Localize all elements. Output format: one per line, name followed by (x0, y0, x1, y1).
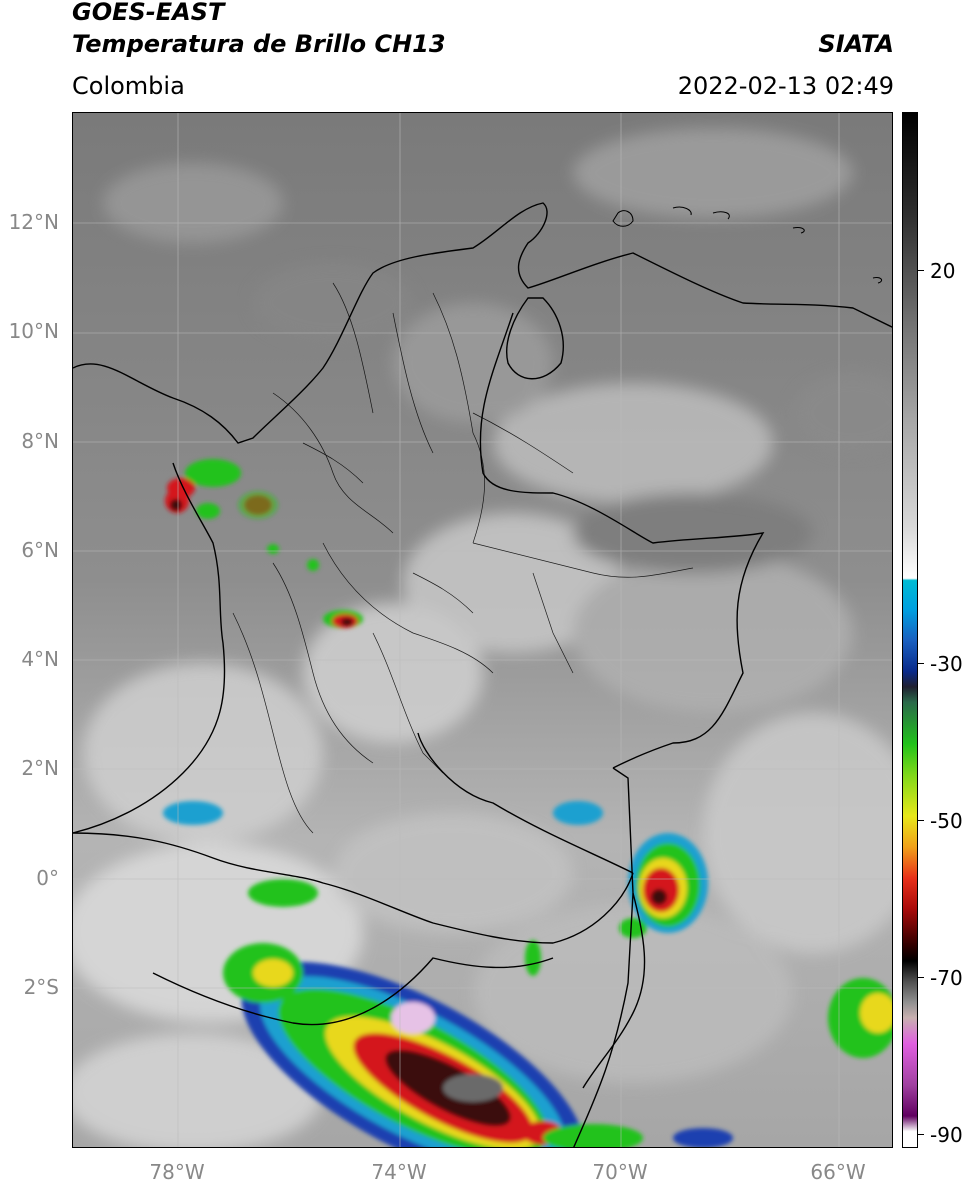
borders (73, 202, 892, 1147)
lat-label-10n: 10°N (8, 319, 59, 343)
lon-label-70w: 70°W (592, 1160, 648, 1184)
lat-label-2n: 2°N (21, 756, 59, 780)
product-title: Temperatura de Brillo CH13 (72, 30, 446, 58)
lon-label-66w: 66°W (810, 1160, 866, 1184)
colorbar-tick (918, 1134, 924, 1135)
agency-label: SIATA (818, 30, 894, 58)
convective-cells (163, 459, 892, 1147)
region-label: Colombia (72, 72, 185, 100)
islands (612, 206, 883, 284)
colorbar-label-neg30: -30 (930, 652, 963, 676)
colorbar-tick (918, 820, 924, 821)
lon-label-74w: 74°W (371, 1160, 427, 1184)
lat-label-12n: 12°N (8, 210, 59, 234)
admin-boundaries (232, 282, 694, 834)
colorbar-tick (918, 270, 924, 271)
lat-label-2s: 2°S (23, 975, 59, 999)
lat-label-0: 0° (36, 866, 59, 890)
graticule (73, 113, 892, 1147)
lat-label-6n: 6°N (21, 538, 59, 562)
lat-label-4n: 4°N (21, 647, 59, 671)
cloud-texture (73, 128, 892, 1147)
lat-label-8n: 8°N (21, 429, 59, 453)
colorbar-label-neg70: -70 (930, 966, 963, 990)
colorbar-label-neg90: -90 (930, 1123, 963, 1147)
timestamp-label: 2022-02-13 02:49 (677, 72, 894, 100)
lon-label-78w: 78°W (149, 1160, 205, 1184)
colorbar-label-20: 20 (930, 259, 956, 283)
colorbar-tick (918, 977, 924, 978)
satellite-image (73, 113, 892, 1147)
colorbar-tick (918, 663, 924, 664)
satellite-title: GOES-EAST (72, 0, 225, 26)
colorbar-label-neg50: -50 (930, 809, 963, 833)
colorbar (902, 112, 918, 1148)
satellite-map (72, 112, 893, 1148)
colorbar-gradient (903, 113, 917, 1147)
